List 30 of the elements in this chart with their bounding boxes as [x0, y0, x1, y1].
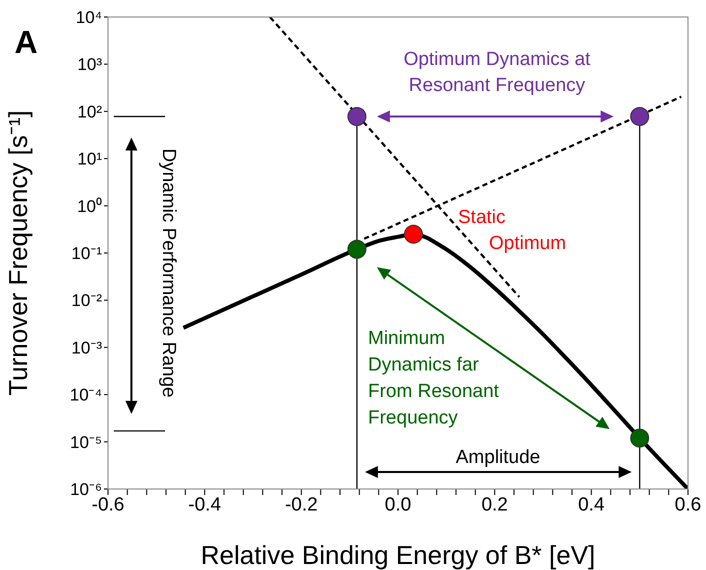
y-tick-label: 10⁻¹	[71, 244, 102, 264]
point	[630, 428, 650, 448]
y-tick-label: 10⁻²	[71, 291, 102, 310]
x-tick-label: -0.4	[188, 494, 222, 516]
y-tick-label: 10⁴	[76, 8, 102, 28]
x-tick-label: -0.6	[92, 494, 124, 516]
annotation: Amplitude	[456, 447, 540, 468]
annotation: Minimum Dynamics far From Resonant Frequency	[368, 328, 500, 429]
point	[347, 106, 366, 126]
point	[404, 224, 423, 244]
x-tick-label: 0.4	[578, 494, 605, 516]
x-tick-label: -0.2	[284, 494, 318, 516]
annotation: Static Optimum	[458, 207, 566, 254]
x-tick-label: 0.0	[384, 494, 412, 516]
x-axis-title: Relative Binding Energy of B* [eV]	[200, 540, 596, 570]
annotation: Optimum Dynamics at Resonant Frequency	[404, 49, 592, 96]
y-tick-label: 10²	[77, 102, 102, 122]
annotation: Dynamic Performance Range	[158, 148, 179, 398]
y-tick-label: 10⁻⁵	[70, 432, 102, 452]
point	[347, 240, 366, 259]
text: A	[14, 24, 38, 60]
y-axis-title: Turnover Frequency [s⁻¹]	[3, 110, 34, 396]
y-tick-label: 10⁻⁴	[70, 386, 102, 405]
point	[630, 106, 650, 126]
x-tick-label: 0.6	[674, 494, 702, 516]
y-tick-label: 10⁰	[77, 196, 102, 216]
y-tick-label: 10⁻³	[71, 338, 102, 358]
x-tick-label: 0.2	[481, 494, 508, 516]
y-tick-label: 10¹	[77, 150, 102, 169]
y-tick-label: 10³	[77, 55, 102, 74]
